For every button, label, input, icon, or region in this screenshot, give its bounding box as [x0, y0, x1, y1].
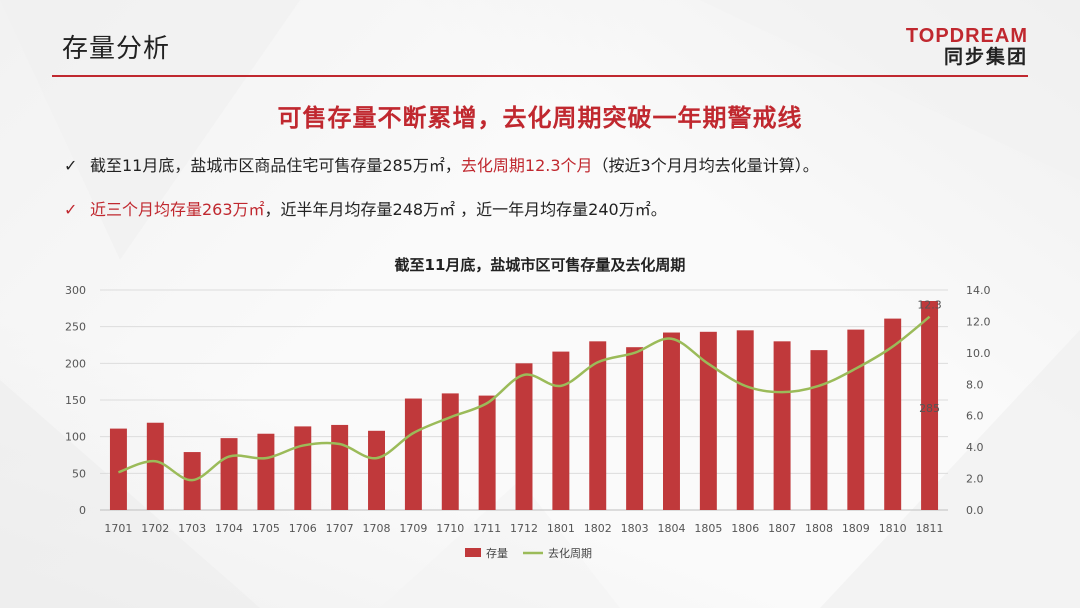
y-right-tick-label: 8.0	[966, 378, 984, 391]
bar-stock	[146, 422, 164, 510]
x-tick-label: 1707	[326, 522, 354, 535]
y-left-tick-label: 0	[79, 504, 86, 517]
check-icon: ✓	[64, 156, 78, 175]
bar-stock	[921, 301, 939, 510]
x-tick-label: 1801	[547, 522, 575, 535]
bullet-item: ✓ 截至11月底，盐城市区商品住宅可售存量285万㎡，去化周期12.3个月（按近3…	[64, 152, 819, 176]
bullet-highlight: 去化周期12.3个月	[460, 156, 593, 175]
bar-stock	[736, 330, 754, 510]
x-tick-label: 1705	[252, 522, 280, 535]
x-tick-label: 1802	[584, 522, 612, 535]
bar-stock	[699, 331, 717, 510]
page-title: 存量分析	[62, 34, 171, 64]
data-label-bar: 285	[919, 402, 940, 415]
bullet-highlight: 近三个月均存量263万㎡	[90, 200, 265, 219]
bar-stock	[626, 347, 644, 510]
x-tick-label: 1712	[510, 522, 538, 535]
legend-label-period: 去化周期	[548, 546, 592, 560]
chart-title: 截至11月底，盐城市区可售存量及去化周期	[395, 256, 686, 274]
x-tick-label: 1803	[621, 522, 649, 535]
header-divider	[52, 75, 1028, 77]
headline: 可售存量不断累增，去化周期突破一年期警戒线	[277, 104, 803, 132]
x-tick-label: 1807	[768, 522, 796, 535]
bullet-item: ✓ 近三个月均存量263万㎡，近半年月均存量248万㎡ ，近一年月均存量240万㎡…	[64, 196, 667, 220]
check-icon: ✓	[64, 200, 78, 219]
bullet-text: ，近半年月均存量248万㎡ ，近一年月均存量240万㎡。	[264, 200, 667, 219]
x-tick-label: 1702	[141, 522, 169, 535]
x-tick-label: 1810	[879, 522, 907, 535]
x-tick-label: 1811	[916, 522, 944, 535]
legend-swatch-stock	[465, 548, 481, 557]
x-tick-label: 1808	[805, 522, 833, 535]
y-left-tick-label: 150	[65, 394, 86, 407]
logo-english: TOPDREAM	[905, 25, 1028, 47]
bar-stock	[773, 341, 791, 510]
bar-stock	[294, 426, 312, 510]
y-right-tick-label: 14.0	[966, 284, 991, 297]
x-tick-label: 1706	[289, 522, 317, 535]
bar-stock	[552, 351, 570, 510]
x-tick-label: 1711	[473, 522, 501, 535]
y-right-tick-label: 12.0	[966, 315, 991, 328]
x-tick-label: 1704	[215, 522, 243, 535]
y-right-tick-label: 4.0	[966, 441, 984, 454]
bullet-text: 截至11月底，盐城市区商品住宅可售存量285万㎡，	[90, 156, 461, 175]
x-tick-label: 1701	[104, 522, 132, 535]
bar-stock	[810, 350, 828, 510]
x-tick-label: 1806	[731, 522, 759, 535]
bar-stock	[662, 332, 680, 510]
x-tick-label: 1710	[436, 522, 464, 535]
y-right-tick-label: 6.0	[966, 410, 984, 423]
x-tick-label: 1708	[363, 522, 391, 535]
y-right-tick-label: 0.0	[966, 504, 984, 517]
x-tick-label: 1809	[842, 522, 870, 535]
data-label-line: 12.3	[917, 299, 942, 312]
bar-stock	[220, 438, 238, 510]
bar-stock	[884, 318, 902, 510]
bar-stock	[331, 424, 349, 510]
logo-chinese: 同步集团	[943, 46, 1028, 68]
x-tick-label: 1804	[657, 522, 685, 535]
y-left-tick-label: 300	[65, 284, 86, 297]
x-tick-label: 1709	[399, 522, 427, 535]
x-tick-label: 1805	[694, 522, 722, 535]
line-turnover-period	[118, 315, 931, 482]
bar-stock	[847, 329, 865, 510]
bar-stock	[368, 430, 386, 510]
bar-stock	[589, 341, 607, 510]
y-right-tick-label: 2.0	[966, 473, 984, 486]
bar-stock	[441, 393, 459, 510]
bar-stock	[404, 398, 422, 510]
x-tick-label: 1703	[178, 522, 206, 535]
bar-stock	[257, 433, 275, 510]
bar-stock	[478, 395, 496, 510]
y-left-tick-label: 50	[72, 467, 86, 480]
y-left-tick-label: 100	[65, 431, 86, 444]
company-logo: TOPDREAM 同步集团	[906, 26, 1028, 68]
legend-label-stock: 存量	[486, 546, 508, 560]
bar-stock	[515, 363, 533, 510]
bar-stock	[109, 428, 127, 510]
y-right-tick-label: 10.0	[966, 347, 991, 360]
y-left-tick-label: 200	[65, 357, 86, 370]
y-left-tick-label: 250	[65, 321, 86, 334]
bullet-text: （按近3个月月均去化量计算）。	[592, 156, 819, 175]
